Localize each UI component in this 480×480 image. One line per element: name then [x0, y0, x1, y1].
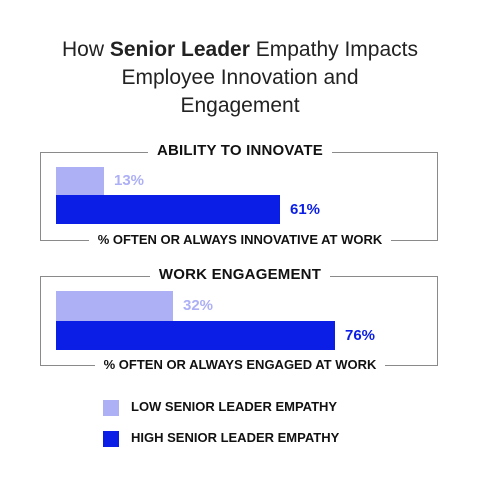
- panel-title: ABILITY TO INNOVATE: [40, 142, 440, 159]
- bar-low-empathy-innovate: [56, 167, 104, 195]
- bar-high-empathy-innovate: [56, 195, 280, 224]
- legend-label-low-empathy: LOW SENIOR LEADER EMPATHY: [131, 399, 338, 414]
- chart-title-line-2: Employee Innovation and: [121, 66, 359, 89]
- bar-label-high-empathy-engagement: 76%: [345, 327, 376, 344]
- legend-label-high-empathy: HIGH SENIOR LEADER EMPATHY: [131, 430, 340, 445]
- panel-ability-to-innovate: ABILITY TO INNOVATE 13% 61% % OFTEN OR A…: [40, 142, 440, 247]
- panel-title: WORK ENGAGEMENT: [40, 266, 440, 283]
- panel-title-text: ABILITY TO INNOVATE: [147, 142, 333, 159]
- title-part-empathy-impacts: Empathy Impacts: [249, 38, 418, 61]
- bar-high-empathy-engagement: [56, 321, 335, 350]
- panel-caption-text: % OFTEN OR ALWAYS INNOVATIVE AT WORK: [88, 232, 392, 247]
- title-part-how: How: [62, 38, 110, 61]
- panel-caption-text: % OFTEN OR ALWAYS ENGAGED AT WORK: [94, 357, 386, 372]
- chart-title-line-3: Engagement: [180, 94, 300, 117]
- bar-low-empathy-engagement: [56, 291, 173, 321]
- title-part-senior-leader: Senior Leader: [109, 38, 250, 61]
- chart-title: How Senior Leader Empathy Impacts Employ…: [0, 36, 480, 120]
- legend-swatch-low-empathy: [103, 400, 119, 416]
- panel-caption: % OFTEN OR ALWAYS INNOVATIVE AT WORK: [40, 232, 440, 247]
- panel-title-text: WORK ENGAGEMENT: [149, 266, 331, 283]
- bar-label-low-empathy-innovate: 13%: [114, 172, 145, 189]
- panel-caption: % OFTEN OR ALWAYS ENGAGED AT WORK: [40, 357, 440, 372]
- panel-work-engagement: WORK ENGAGEMENT 32% 76% % OFTEN OR ALWAY…: [40, 266, 440, 372]
- bar-label-high-empathy-innovate: 61%: [290, 201, 321, 218]
- chart-title-line-1: How Senior Leader Empathy Impacts: [0, 36, 480, 64]
- legend-swatch-high-empathy: [103, 431, 119, 447]
- bar-label-low-empathy-engagement: 32%: [183, 297, 214, 314]
